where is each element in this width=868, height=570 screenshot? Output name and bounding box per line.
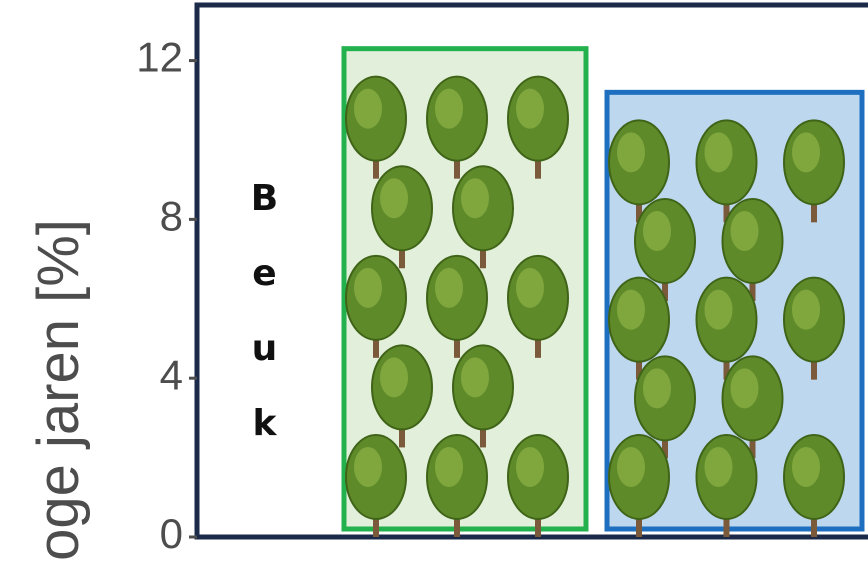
tree-decoration: [608, 119, 845, 537]
tree-highlight: [354, 267, 382, 308]
y-axis-label: oge jaren [%]: [26, 219, 91, 561]
tree-highlight: [461, 357, 489, 398]
tree-highlight: [792, 447, 820, 487]
tree-highlight: [516, 267, 544, 308]
tree-decoration: [345, 75, 569, 537]
tree-highlight: [704, 289, 733, 330]
tree-highlight: [380, 357, 408, 398]
tree-highlight: [435, 447, 463, 487]
tree-highlight: [435, 88, 463, 129]
tree-highlight: [354, 447, 382, 487]
tree-highlight: [380, 178, 408, 219]
tree-highlight: [516, 447, 544, 487]
y-tick-label: 4: [160, 351, 183, 398]
tree-highlight: [435, 267, 463, 308]
tree-highlight: [643, 211, 671, 252]
tree-highlight: [730, 368, 759, 409]
tree-highlight: [704, 132, 733, 173]
y-tick-label: 0: [160, 510, 183, 557]
y-tick-label: 8: [160, 192, 183, 239]
tree-highlight: [617, 132, 645, 173]
tree-highlight: [516, 88, 544, 129]
tree-highlight: [792, 132, 820, 173]
annotation: Beuk: [244, 178, 285, 478]
y-tick-label: 12: [136, 34, 183, 81]
tree-highlight: [730, 211, 759, 252]
tree-highlight: [354, 88, 382, 129]
tree-highlight: [461, 178, 489, 219]
tree-highlight: [617, 289, 645, 330]
tree-highlight: [643, 368, 671, 409]
tree-highlight: [704, 447, 733, 487]
tree-highlight: [792, 289, 820, 330]
tree-highlight: [617, 447, 645, 487]
